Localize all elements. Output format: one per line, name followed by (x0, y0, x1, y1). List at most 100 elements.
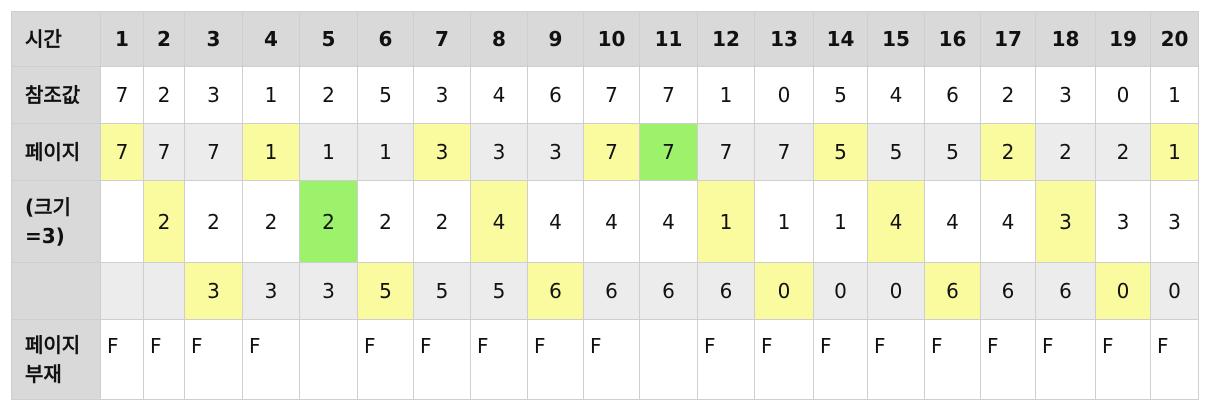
frame-cell: 4 (583, 180, 640, 263)
time-step-cell: 13 (754, 11, 814, 67)
frame-cell: 4 (980, 180, 1036, 263)
frame-cell: 7 (100, 123, 144, 181)
time-step-cell: 1 (100, 11, 144, 67)
time-step-cell: 7 (413, 11, 471, 67)
reference-cell: 6 (527, 66, 584, 124)
frame-cell: 3 (299, 262, 358, 320)
reference-cell: 2 (299, 66, 358, 124)
frame-cell: 6 (639, 262, 698, 320)
frame-cell: 7 (583, 123, 640, 181)
time-step-cell: 10 (583, 11, 640, 67)
frame-cell: 5 (470, 262, 528, 320)
time-step-cell: 3 (184, 11, 243, 67)
page-fault-label: 페이지 부재 (11, 319, 101, 400)
frame-cell: 1 (754, 180, 814, 263)
time-step-cell: 15 (867, 11, 925, 67)
page-fault-cell: F (697, 319, 755, 400)
frame-cell: 6 (583, 262, 640, 320)
time-step-cell: 2 (143, 11, 185, 67)
frame-cell: 0 (1095, 262, 1151, 320)
frame-cell: 3 (242, 262, 300, 320)
reference-cell: 3 (1035, 66, 1096, 124)
frame-cell: 1 (813, 180, 868, 263)
frame-cell: 5 (357, 262, 414, 320)
page-fault-cell (299, 319, 358, 400)
reference-cell: 4 (867, 66, 925, 124)
frame-label-1: 페이지 (11, 123, 101, 181)
frame-cell: 1 (242, 123, 300, 181)
time-step-cell: 14 (813, 11, 868, 67)
frame-cell: 2 (143, 180, 185, 263)
frame-cell: 2 (357, 180, 414, 263)
page-fault-cell (639, 319, 698, 400)
frame-cell: 1 (697, 180, 755, 263)
frame-cell: 3 (1035, 180, 1096, 263)
page-fault-cell: F (184, 319, 243, 400)
frame-cell: 7 (143, 123, 185, 181)
reference-cell: 0 (754, 66, 814, 124)
frame-cell: 7 (697, 123, 755, 181)
reference-cell: 3 (184, 66, 243, 124)
page-fault-row: 페이지 부재 F F F F F F F F F F F F F F F F F F (11, 319, 1199, 400)
frame-cell: 2 (299, 180, 358, 263)
page-fault-cell: F (754, 319, 814, 400)
frame-cell: 5 (813, 123, 868, 181)
frame-cell: 3 (184, 262, 243, 320)
page-fault-cell: F (867, 319, 925, 400)
frame-cell: 4 (867, 180, 925, 263)
time-step-cell: 6 (357, 11, 414, 67)
frame-cell: 6 (924, 262, 981, 320)
time-step-cell: 20 (1150, 11, 1199, 67)
page-replacement-table: 시간 1 2 3 4 5 6 7 8 9 10 11 12 13 14 15 16 17 18 19 20 참조값 7 2 3 1… (11, 11, 1199, 400)
reference-cell: 4 (470, 66, 528, 124)
frame-cell: 1 (357, 123, 414, 181)
frame-cell: 2 (413, 180, 471, 263)
time-step-cell: 17 (980, 11, 1036, 67)
frame-cell: 4 (924, 180, 981, 263)
reference-label: 참조값 (11, 66, 101, 124)
reference-cell: 0 (1095, 66, 1151, 124)
frame-cell (143, 262, 185, 320)
page-fault-cell: F (924, 319, 981, 400)
page-fault-cell: F (143, 319, 185, 400)
page-replacement-table-wrapper: 시간 1 2 3 4 5 6 7 8 9 10 11 12 13 14 15 16 17 18 19 20 참조값 7 2 3 1… (11, 11, 1199, 400)
frame-cell: 7 (754, 123, 814, 181)
time-header-row: 시간 1 2 3 4 5 6 7 8 9 10 11 12 13 14 15 16 17 18 19 20 (11, 11, 1199, 67)
time-step-cell: 16 (924, 11, 981, 67)
reference-cell: 7 (639, 66, 698, 124)
page-fault-cell: F (1095, 319, 1151, 400)
frame-cell: 3 (527, 123, 584, 181)
time-label: 시간 (11, 11, 101, 67)
frame-cell: 6 (697, 262, 755, 320)
frame-cell: 5 (413, 262, 471, 320)
reference-cell: 5 (357, 66, 414, 124)
frame-cell: 2 (1035, 123, 1096, 181)
frame-cell: 0 (1150, 262, 1199, 320)
reference-cell: 7 (583, 66, 640, 124)
time-step-cell: 4 (242, 11, 300, 67)
page-fault-cell: F (100, 319, 144, 400)
reference-row: 참조값 7 2 3 1 2 5 3 4 6 7 7 1 0 5 4 6 2 3 0 1 (11, 66, 1199, 124)
page-fault-cell: F (527, 319, 584, 400)
frame-cell: 3 (1150, 180, 1199, 263)
frame-row-2: (크기 =3) 2 2 2 2 2 2 4 4 4 4 1 1 1 4 4 4 3 3 3 (11, 180, 1199, 263)
frame-cell: 4 (470, 180, 528, 263)
time-step-cell: 12 (697, 11, 755, 67)
reference-cell: 3 (413, 66, 471, 124)
frame-cell: 5 (867, 123, 925, 181)
page-fault-cell: F (980, 319, 1036, 400)
frame-cell: 6 (980, 262, 1036, 320)
frame-label-3 (11, 262, 101, 320)
time-step-cell: 8 (470, 11, 528, 67)
page-fault-cell: F (583, 319, 640, 400)
time-step-cell: 9 (527, 11, 584, 67)
frame-cell: 3 (1095, 180, 1151, 263)
page-fault-cell: F (413, 319, 471, 400)
frame-cell: 6 (1035, 262, 1096, 320)
frame-cell: 2 (242, 180, 300, 263)
page-fault-cell: F (1035, 319, 1096, 400)
reference-cell: 7 (100, 66, 144, 124)
reference-cell: 1 (697, 66, 755, 124)
page-fault-cell: F (813, 319, 868, 400)
